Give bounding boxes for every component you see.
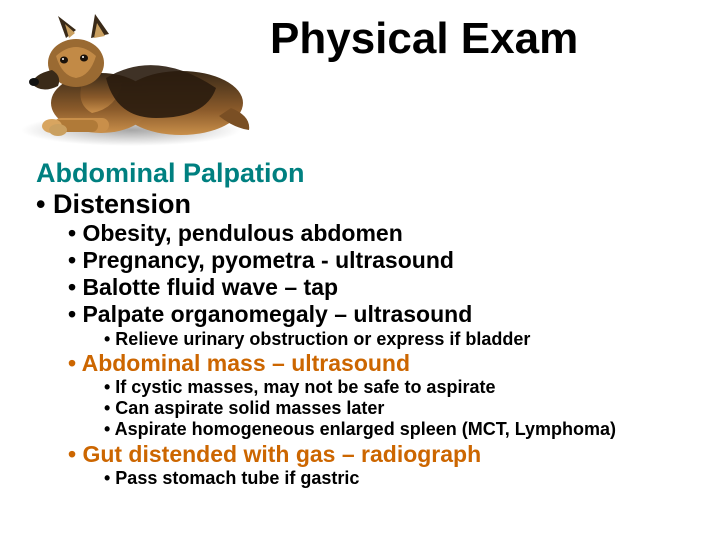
bullet-abdominal-mass: • Abdominal mass – ultrasound [68, 350, 700, 377]
bullet-cystic: • If cystic masses, may not be safe to a… [104, 377, 700, 398]
bullet-gut-distended: • Gut distended with gas – radiograph [68, 441, 700, 468]
slide-content: Abdominal Palpation • Distension • Obesi… [36, 158, 700, 489]
bullet-aspirate-solid: • Can aspirate solid masses later [104, 398, 700, 419]
bullet-aspirate-homog: • Aspirate homogeneous enlarged spleen (… [104, 419, 700, 440]
dog-image [6, 8, 256, 148]
slide-container: Physical Exam Abdominal Palpation • Dist… [0, 0, 720, 540]
bullet-pregnancy: • Pregnancy, pyometra - ultrasound [68, 247, 700, 274]
section-header: Abdominal Palpation [36, 158, 700, 189]
slide-title: Physical Exam [270, 14, 578, 64]
bullet-obesity: • Obesity, pendulous abdomen [68, 220, 700, 247]
bullet-pass-stomach: • Pass stomach tube if gastric [104, 468, 700, 489]
bullet-balotte: • Balotte fluid wave – tap [68, 274, 700, 301]
bullet-relieve-urinary: • Relieve urinary obstruction or express… [104, 329, 700, 350]
bullet-palpate-organo: • Palpate organomegaly – ultrasound [68, 301, 700, 328]
bullet-distension: • Distension [36, 189, 700, 220]
